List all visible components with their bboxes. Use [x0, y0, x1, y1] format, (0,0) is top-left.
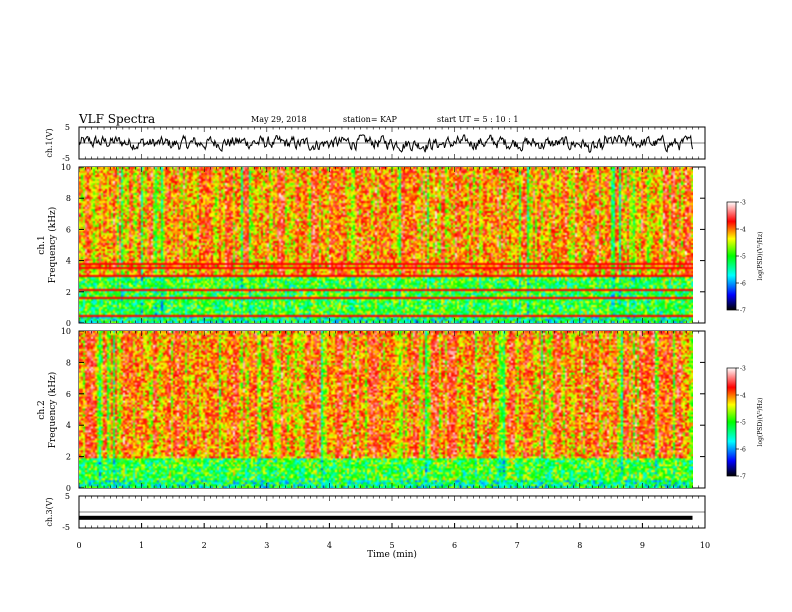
- ch1-colorbar-label: log(PSD)(V²/Hz): [757, 232, 764, 281]
- spec-ytick-label: 6: [66, 390, 71, 399]
- time-axis-label: Time (min): [367, 549, 417, 560]
- ch2-colorbar-label: log(PSD)(V²/Hz): [757, 398, 764, 447]
- ch2-spec-ylabel-freq: Frequency (kHz): [47, 372, 58, 449]
- colorbar-tick-label: -6: [740, 447, 746, 454]
- time-tick-label: 10: [700, 541, 710, 550]
- ch2-colorbar: [726, 367, 737, 477]
- ch2-spectrogram-yticks: 0 2 4 6 8 10: [61, 327, 705, 493]
- spec-ytick-label: 0: [66, 484, 71, 493]
- time-tick-label: 7: [515, 541, 520, 550]
- colorbar-tick-label: -7: [740, 474, 746, 481]
- time-tick-label: 6: [452, 541, 457, 550]
- ch1-ylabel: ch.1(V): [45, 128, 54, 157]
- ch1-spectrogram-yticks: 0 2 4 6 8 10: [61, 163, 705, 328]
- ch1-ytick-bottom: -5: [62, 154, 70, 163]
- minor-tick-marks: [78, 127, 706, 528]
- spec-ytick-label: 6: [66, 225, 71, 234]
- time-tick-label: 4: [327, 541, 332, 550]
- colorbar-tick-label: -3: [740, 366, 746, 373]
- ch1-waveform-line: [78, 134, 693, 154]
- spec-ytick-label: 2: [66, 288, 71, 297]
- spec-ytick-label: 4: [66, 257, 71, 266]
- ch1-spectrogram-image: [79, 167, 693, 323]
- colorbar-tick-label: -5: [740, 420, 746, 427]
- time-tick-label: 3: [264, 541, 269, 550]
- ch1-spec-ylabel-freq: Frequency (kHz): [47, 207, 58, 284]
- ch3-ytick-bottom: -5: [62, 523, 70, 532]
- ch1-colorbar-ticks: -3 -4 -5 -6 -7: [736, 200, 746, 315]
- time-tick-label: 2: [202, 541, 207, 550]
- spec-ytick-label: 2: [66, 453, 71, 462]
- colorbar-tick-label: -7: [740, 308, 746, 315]
- ch1-spec-ylabel-ch: ch.1: [37, 235, 47, 254]
- ch3-ylabel: ch.3(V): [45, 497, 54, 526]
- ch3-ytick-top: 5: [65, 492, 70, 501]
- colorbar-tick-label: -6: [740, 281, 746, 288]
- ch1-ytick-top: 5: [65, 123, 70, 132]
- colorbar-tick-label: -4: [740, 393, 746, 400]
- header-start-time: start UT = 5 : 10 : 1: [437, 115, 519, 124]
- header-date: May 29, 2018: [251, 115, 307, 124]
- time-tick-label: 5: [389, 541, 394, 550]
- time-tick-label: 0: [76, 541, 81, 550]
- colorbar-tick-label: -3: [740, 200, 746, 207]
- time-tick-label: 1: [139, 541, 144, 550]
- spec-ytick-label: 10: [61, 327, 71, 336]
- spec-ytick-label: 4: [66, 421, 71, 430]
- spec-ytick-label: 8: [66, 194, 71, 203]
- colorbar-tick-label: -5: [740, 254, 746, 261]
- ch2-spectrogram-image: [79, 331, 693, 488]
- ch2-spec-ylabel-ch: ch.2: [37, 400, 47, 419]
- spec-ytick-label: 8: [66, 358, 71, 367]
- time-tick-label: 8: [577, 541, 582, 550]
- panel-ch3-waveform: 5 -5 ch.3(V) 0 1 2 3 4 5 6 7 8 9 10 Time (min): [45, 492, 710, 560]
- header-station: station= KAP: [343, 115, 397, 124]
- ch2-colorbar-ticks: -3 -4 -5 -6 -7: [736, 366, 746, 481]
- figure-title: VLF Spectra: [79, 112, 156, 126]
- ch1-colorbar: [726, 201, 737, 311]
- ch3-waveform-line: [79, 515, 693, 520]
- colorbar-tick-label: -4: [740, 227, 746, 234]
- panel-ch1-waveform: 5 -5 ch.1(V): [45, 123, 706, 163]
- spec-ytick-label: 0: [66, 319, 71, 328]
- spec-ytick-label: 10: [61, 163, 71, 172]
- time-tick-label: 9: [640, 541, 645, 550]
